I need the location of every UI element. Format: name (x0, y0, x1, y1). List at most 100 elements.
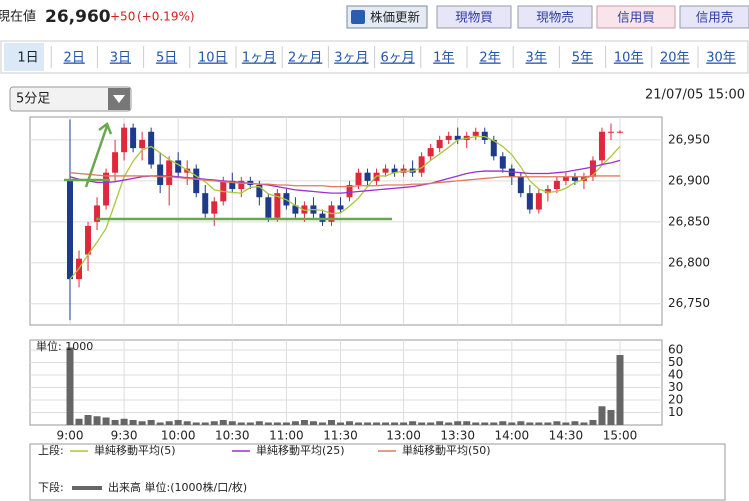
candle-body (94, 205, 101, 222)
candle-body (85, 225, 92, 255)
candle-body (481, 131, 488, 140)
tab[interactable]: 2ヶ月 (288, 51, 322, 66)
tab[interactable]: 30年 (706, 51, 736, 66)
volume-bar (111, 420, 119, 425)
button-label[interactable]: 現物売 (536, 10, 574, 25)
volume-bar (346, 421, 354, 425)
tab[interactable]: 1年 (433, 51, 454, 66)
candle-body (427, 148, 434, 157)
candle-body (121, 127, 128, 153)
candle-body (166, 160, 173, 185)
y-tick-label: 40 (668, 368, 683, 382)
tab[interactable]: 5日 (156, 51, 177, 66)
price-panel (29, 116, 663, 326)
candle-body (229, 180, 236, 190)
x-tick-label: 9:30 (111, 429, 138, 443)
candle-body (139, 139, 146, 149)
candle-body (445, 135, 452, 140)
y-tick-label: 26,900 (668, 173, 710, 187)
button-label[interactable]: 現物買 (455, 10, 493, 25)
volume-bar (147, 420, 155, 425)
current-price: 26,960 (45, 7, 111, 27)
volume-bar (156, 422, 164, 425)
tab[interactable]: 2年 (479, 51, 500, 66)
tab[interactable]: 1日 (17, 51, 38, 66)
button[interactable] (679, 5, 749, 29)
button[interactable] (346, 5, 428, 29)
volume-bar (355, 422, 363, 425)
volume-bar (391, 422, 399, 425)
tab[interactable]: 10日 (198, 51, 228, 66)
candle-body (364, 172, 371, 181)
volume-bar (463, 421, 471, 425)
x-tick-label: 10:00 (161, 429, 196, 443)
volume-bar (165, 421, 173, 425)
price-label: 現在値 (0, 9, 36, 25)
button[interactable] (436, 5, 512, 29)
button-label[interactable]: 信用売 (696, 10, 734, 25)
tab[interactable]: 3ヶ月 (334, 51, 368, 66)
candle-body (598, 131, 605, 161)
volume-bar (120, 418, 128, 425)
volume-bar (102, 417, 110, 425)
candle-body (472, 131, 479, 136)
legend-label: 単純移動平均(50) (402, 443, 491, 457)
y-tick-label: 26,750 (668, 296, 710, 310)
legend-label: 単純移動平均(5) (94, 443, 176, 457)
volume-bar (255, 421, 263, 425)
volume-bar (589, 420, 597, 425)
x-tick-label: 9:00 (57, 429, 84, 443)
button[interactable] (517, 5, 593, 29)
y-tick-label: 30 (668, 380, 683, 394)
button-label[interactable]: 信用買 (617, 10, 655, 25)
volume-bar (508, 422, 516, 425)
y-tick-label: 26,950 (668, 132, 710, 146)
volume-bar (93, 416, 101, 425)
volume-bar (66, 347, 74, 425)
candle-body (175, 160, 182, 173)
candle-body (346, 184, 353, 198)
interval-label[interactable]: 5分足 (16, 92, 50, 107)
candle-body (238, 180, 245, 190)
candle-body (148, 131, 155, 165)
moving-average (69, 159, 621, 194)
volume-bar (517, 421, 525, 425)
interval-dropdown[interactable] (9, 86, 132, 112)
candle-body (112, 152, 119, 173)
moving-average (69, 136, 621, 280)
trend-arrow (84, 122, 113, 188)
tab[interactable]: 3日 (110, 51, 131, 66)
volume-bar (138, 421, 146, 425)
y-tick-label: 26,800 (668, 255, 710, 269)
candle-body (391, 168, 398, 173)
tab[interactable]: 2日 (64, 51, 85, 66)
tab[interactable]: 5年 (572, 51, 593, 66)
candle-body (454, 135, 461, 140)
button[interactable] (596, 5, 676, 29)
tab[interactable]: 20年 (660, 51, 690, 66)
y-tick-label: 26,850 (668, 214, 710, 228)
tab[interactable]: 1ヶ月 (242, 51, 276, 66)
volume-bar (427, 422, 435, 425)
volume-bar (409, 421, 417, 425)
volume-bar (616, 355, 624, 425)
x-tick-label: 11:30 (323, 429, 358, 443)
x-tick-label: 15:00 (603, 429, 638, 443)
tab[interactable]: 10年 (614, 51, 644, 66)
y-tick-label: 20 (668, 393, 683, 407)
tab[interactable]: 6ヶ月 (380, 51, 414, 66)
volume-bar (174, 420, 182, 425)
candle-body (274, 193, 281, 218)
candle-body (202, 193, 209, 214)
volume-bar (192, 422, 200, 425)
tab[interactable]: 3年 (526, 51, 547, 66)
volume-bar (400, 422, 408, 425)
candle-body (499, 156, 506, 169)
button-label[interactable]: 株価更新 (370, 10, 420, 25)
x-tick-label: 10:30 (215, 429, 250, 443)
candle-body (617, 131, 623, 133)
candle-body (382, 168, 389, 173)
volume-bar (598, 406, 606, 425)
candle-body (319, 213, 326, 222)
candle-body (355, 172, 362, 185)
